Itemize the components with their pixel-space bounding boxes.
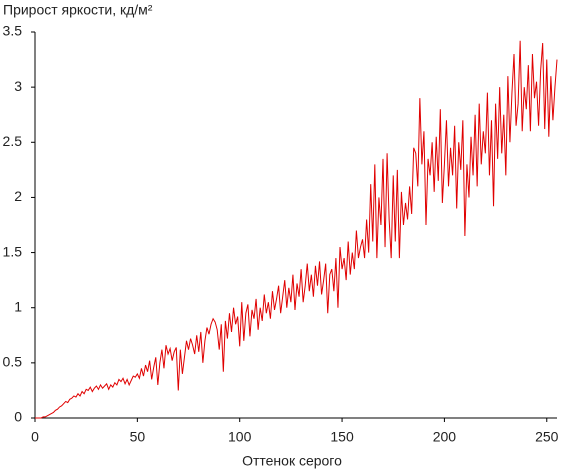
x-tick-label: 250 [535,429,559,445]
y-tick-label: 2 [14,188,22,204]
x-tick-label: 150 [330,429,354,445]
x-tick-label: 100 [228,429,252,445]
y-tick-label: 1 [14,298,22,314]
y-tick-label: 3.5 [3,23,23,39]
y-tick-label: 0.5 [3,354,23,370]
y-tick-label: 2.5 [3,133,23,149]
x-axis-label: Оттенок серого [242,453,342,469]
x-tick-label: 50 [130,429,146,445]
y-tick-label: 0 [14,409,22,425]
y-tick-label: 1.5 [3,243,23,259]
chart-title: Прирост яркости, кд/м² [3,2,153,18]
x-tick-label: 200 [433,429,457,445]
x-tick-label: 0 [31,429,39,445]
y-tick-label: 3 [14,78,22,94]
line-series [35,40,558,419]
